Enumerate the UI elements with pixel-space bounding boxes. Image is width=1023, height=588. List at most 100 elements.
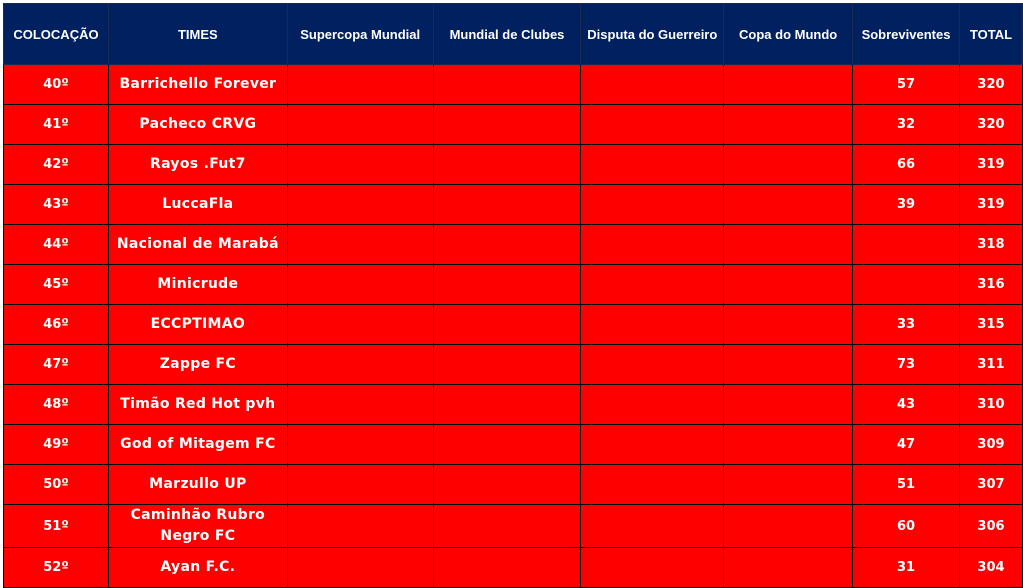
mundial-cell: [432, 424, 582, 465]
standings-table: COLOCAÇÃO TIMES Supercopa Mundial Mundial d…: [3, 3, 1023, 588]
copa-cell: [723, 264, 854, 305]
team-cell: Zappe FC: [107, 344, 288, 385]
mundial-cell: [432, 144, 582, 185]
supercopa-cell: [286, 104, 434, 145]
position-cell: 41º: [3, 104, 109, 145]
header-disputa-do-guerreiro: Disputa do Guerreiro: [580, 3, 725, 65]
header-copa-do-mundo: Copa do Mundo: [723, 3, 854, 65]
sobreviventes-cell: 31: [852, 547, 960, 588]
position-cell: 43º: [3, 184, 109, 225]
sobreviventes-cell: 73: [852, 344, 960, 385]
position-cell: 44º: [3, 224, 109, 265]
team-cell: LuccaFla: [107, 184, 288, 225]
mundial-cell: [432, 464, 582, 505]
sobreviventes-cell: 57: [852, 64, 960, 105]
position-cell: 46º: [3, 304, 109, 345]
mundial-cell: [432, 344, 582, 385]
copa-cell: [723, 547, 854, 588]
mundial-cell: [432, 224, 582, 265]
table-row: 48º Timão Red Hot pvh 43 310: [3, 384, 1023, 425]
mundial-cell: [432, 504, 582, 548]
guerreiro-cell: [580, 184, 725, 225]
guerreiro-cell: [580, 64, 725, 105]
guerreiro-cell: [580, 344, 725, 385]
sobreviventes-cell: [852, 264, 960, 305]
team-cell: Marzullo UP: [107, 464, 288, 505]
header-total: TOTAL: [958, 3, 1023, 65]
total-cell: 311: [958, 344, 1023, 385]
mundial-cell: [432, 104, 582, 145]
guerreiro-cell: [580, 547, 725, 588]
position-cell: 48º: [3, 384, 109, 425]
total-cell: 320: [958, 64, 1023, 105]
supercopa-cell: [286, 424, 434, 465]
copa-cell: [723, 424, 854, 465]
guerreiro-cell: [580, 464, 725, 505]
mundial-cell: [432, 264, 582, 305]
team-cell: Minicrude: [107, 264, 288, 305]
sobreviventes-cell: 33: [852, 304, 960, 345]
position-cell: 47º: [3, 344, 109, 385]
position-cell: 40º: [3, 64, 109, 105]
table-row: 51º Caminhão Rubro Negro FC 60 306: [3, 504, 1023, 548]
copa-cell: [723, 144, 854, 185]
table-row: 40º Barrichello Forever 57 320: [3, 64, 1023, 105]
supercopa-cell: [286, 264, 434, 305]
position-cell: 51º: [3, 504, 109, 548]
position-cell: 45º: [3, 264, 109, 305]
header-sobreviventes: Sobreviventes: [852, 3, 960, 65]
table-row: 47º Zappe FC 73 311: [3, 344, 1023, 385]
mundial-cell: [432, 64, 582, 105]
header-row: COLOCAÇÃO TIMES Supercopa Mundial Mundial d…: [3, 3, 1023, 65]
supercopa-cell: [286, 547, 434, 588]
guerreiro-cell: [580, 504, 725, 548]
team-cell: God of Mitagem FC: [107, 424, 288, 465]
copa-cell: [723, 384, 854, 425]
copa-cell: [723, 64, 854, 105]
guerreiro-cell: [580, 224, 725, 265]
sobreviventes-cell: 47: [852, 424, 960, 465]
copa-cell: [723, 464, 854, 505]
team-cell: Rayos .Fut7: [107, 144, 288, 185]
guerreiro-cell: [580, 424, 725, 465]
total-cell: 315: [958, 304, 1023, 345]
guerreiro-cell: [580, 264, 725, 305]
total-cell: 320: [958, 104, 1023, 145]
table-row: 52º Ayan F.C. 31 304: [3, 547, 1023, 588]
team-cell: Pacheco CRVG: [107, 104, 288, 145]
total-cell: 304: [958, 547, 1023, 588]
position-cell: 52º: [3, 547, 109, 588]
table-row: 50º Marzullo UP 51 307: [3, 464, 1023, 505]
mundial-cell: [432, 184, 582, 225]
total-cell: 318: [958, 224, 1023, 265]
team-cell: Barrichello Forever: [107, 64, 288, 105]
copa-cell: [723, 104, 854, 145]
sobreviventes-cell: 43: [852, 384, 960, 425]
table-row: 46º ECCPTIMAO 33 315: [3, 304, 1023, 345]
table-row: 49º God of Mitagem FC 47 309: [3, 424, 1023, 465]
table-row: 45º Minicrude 316: [3, 264, 1023, 305]
guerreiro-cell: [580, 144, 725, 185]
copa-cell: [723, 304, 854, 345]
total-cell: 310: [958, 384, 1023, 425]
position-cell: 49º: [3, 424, 109, 465]
mundial-cell: [432, 547, 582, 588]
supercopa-cell: [286, 464, 434, 505]
sobreviventes-cell: 39: [852, 184, 960, 225]
position-cell: 50º: [3, 464, 109, 505]
team-cell: Nacional de Marabá: [107, 224, 288, 265]
supercopa-cell: [286, 184, 434, 225]
total-cell: 309: [958, 424, 1023, 465]
table-row: 41º Pacheco CRVG 32 320: [3, 104, 1023, 145]
guerreiro-cell: [580, 384, 725, 425]
supercopa-cell: [286, 144, 434, 185]
total-cell: 316: [958, 264, 1023, 305]
supercopa-cell: [286, 64, 434, 105]
total-cell: 307: [958, 464, 1023, 505]
copa-cell: [723, 224, 854, 265]
table-row: 44º Nacional de Marabá 318: [3, 224, 1023, 265]
total-cell: 306: [958, 504, 1023, 548]
total-cell: 319: [958, 184, 1023, 225]
supercopa-cell: [286, 304, 434, 345]
header-times: TIMES: [107, 3, 288, 65]
